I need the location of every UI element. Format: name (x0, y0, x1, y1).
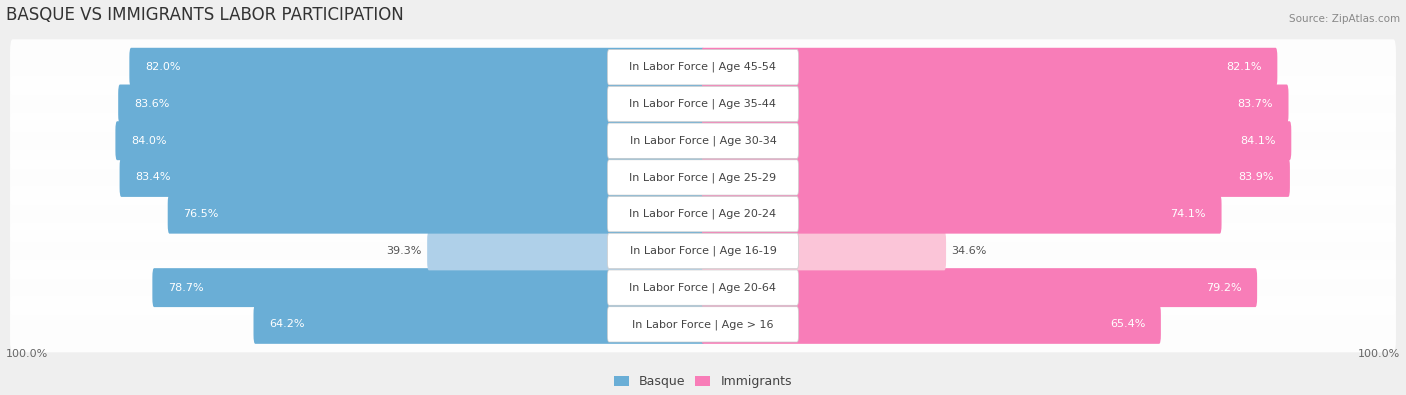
FancyBboxPatch shape (152, 268, 704, 307)
Text: 34.6%: 34.6% (952, 246, 987, 256)
Text: 74.1%: 74.1% (1170, 209, 1206, 219)
FancyBboxPatch shape (607, 307, 799, 342)
FancyBboxPatch shape (10, 186, 1396, 242)
Text: Source: ZipAtlas.com: Source: ZipAtlas.com (1289, 14, 1400, 24)
Text: 79.2%: 79.2% (1206, 283, 1241, 293)
FancyBboxPatch shape (702, 195, 1222, 233)
Legend: Basque, Immigrants: Basque, Immigrants (609, 371, 797, 393)
Text: 82.0%: 82.0% (145, 62, 180, 72)
FancyBboxPatch shape (702, 231, 946, 270)
Text: In Labor Force | Age 25-29: In Labor Force | Age 25-29 (630, 172, 776, 183)
FancyBboxPatch shape (10, 40, 1396, 95)
Text: 78.7%: 78.7% (169, 283, 204, 293)
FancyBboxPatch shape (607, 160, 799, 195)
Text: 83.7%: 83.7% (1237, 99, 1272, 109)
FancyBboxPatch shape (607, 197, 799, 232)
FancyBboxPatch shape (118, 85, 704, 124)
FancyBboxPatch shape (607, 87, 799, 122)
Text: 83.9%: 83.9% (1239, 173, 1274, 182)
Text: 83.4%: 83.4% (135, 173, 170, 182)
Text: In Labor Force | Age 30-34: In Labor Force | Age 30-34 (630, 135, 776, 146)
FancyBboxPatch shape (253, 305, 704, 344)
FancyBboxPatch shape (120, 158, 704, 197)
Text: 84.0%: 84.0% (131, 136, 166, 146)
FancyBboxPatch shape (427, 231, 704, 270)
FancyBboxPatch shape (702, 121, 1291, 160)
FancyBboxPatch shape (702, 85, 1288, 124)
FancyBboxPatch shape (10, 296, 1396, 352)
FancyBboxPatch shape (702, 268, 1257, 307)
Text: In Labor Force | Age 35-44: In Labor Force | Age 35-44 (630, 99, 776, 109)
FancyBboxPatch shape (702, 158, 1289, 197)
FancyBboxPatch shape (115, 121, 704, 160)
FancyBboxPatch shape (10, 223, 1396, 279)
FancyBboxPatch shape (167, 195, 704, 233)
Text: 39.3%: 39.3% (387, 246, 422, 256)
Text: In Labor Force | Age 20-64: In Labor Force | Age 20-64 (630, 282, 776, 293)
Text: 65.4%: 65.4% (1109, 320, 1144, 329)
FancyBboxPatch shape (607, 270, 799, 305)
FancyBboxPatch shape (10, 113, 1396, 169)
FancyBboxPatch shape (10, 260, 1396, 316)
Text: In Labor Force | Age > 16: In Labor Force | Age > 16 (633, 319, 773, 329)
Text: In Labor Force | Age 16-19: In Labor Force | Age 16-19 (630, 246, 776, 256)
FancyBboxPatch shape (129, 48, 704, 87)
FancyBboxPatch shape (607, 233, 799, 269)
Text: 100.0%: 100.0% (6, 349, 48, 359)
Text: In Labor Force | Age 20-24: In Labor Force | Age 20-24 (630, 209, 776, 219)
Text: 82.1%: 82.1% (1226, 62, 1261, 72)
FancyBboxPatch shape (10, 150, 1396, 205)
Text: 100.0%: 100.0% (1358, 349, 1400, 359)
FancyBboxPatch shape (702, 305, 1161, 344)
FancyBboxPatch shape (607, 123, 799, 158)
FancyBboxPatch shape (702, 48, 1277, 87)
Text: In Labor Force | Age 45-54: In Labor Force | Age 45-54 (630, 62, 776, 73)
Text: 64.2%: 64.2% (269, 320, 305, 329)
Text: 84.1%: 84.1% (1240, 136, 1275, 146)
FancyBboxPatch shape (10, 76, 1396, 132)
Text: 83.6%: 83.6% (134, 99, 169, 109)
FancyBboxPatch shape (607, 50, 799, 85)
Text: 76.5%: 76.5% (183, 209, 219, 219)
Text: BASQUE VS IMMIGRANTS LABOR PARTICIPATION: BASQUE VS IMMIGRANTS LABOR PARTICIPATION (6, 6, 404, 24)
